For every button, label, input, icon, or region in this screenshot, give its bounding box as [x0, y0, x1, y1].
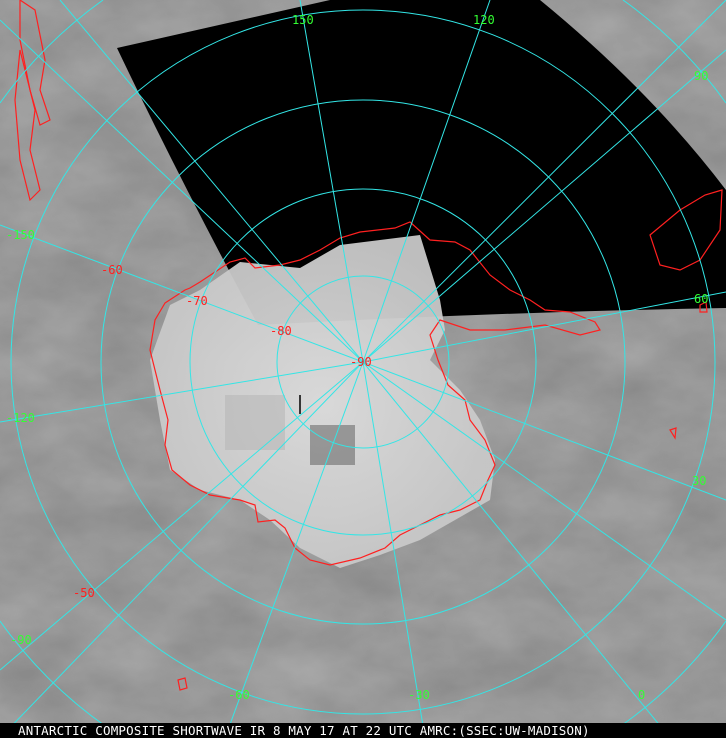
lat-label-80: -80	[270, 324, 292, 338]
ice-texture-patch	[225, 395, 285, 450]
lon-label-90: 90	[694, 69, 708, 83]
lat-label-60: -60	[101, 263, 123, 277]
antarctic-ice-sheet	[150, 235, 495, 568]
lon-label-0: 0	[638, 688, 645, 702]
lat-label-90: -90	[350, 355, 372, 369]
latitude-labels: -90 -80 -70 -60 -50	[73, 263, 372, 600]
longitude-labels: 150 120 90 60 30 0 -30 -60 -90 -120 -150	[6, 13, 708, 702]
lon-label-minus60: -60	[228, 688, 250, 702]
coastline	[14, 0, 723, 691]
lon-label-minus150: -150	[6, 228, 35, 242]
lat-label-50: -50	[73, 586, 95, 600]
lon-label-120: 120	[473, 13, 495, 27]
lon-label-60: 60	[694, 292, 708, 306]
lon-label-minus120: -120	[6, 411, 35, 425]
lon-label-150: 150	[292, 13, 314, 27]
latitude-circle-50	[10, 9, 716, 715]
image-caption: ANTARCTIC COMPOSITE SHORTWAVE IR 8 MAY 1…	[0, 723, 726, 738]
lat-label-70: -70	[186, 294, 208, 308]
lon-label-minus30: -30	[408, 688, 430, 702]
no-data-region	[117, 0, 726, 325]
latitude-circle-70	[189, 188, 537, 536]
lon-label-30: 30	[692, 474, 706, 488]
latitude-circle-60	[100, 99, 626, 625]
latitude-circle-80	[276, 275, 450, 449]
lon-label-minus90: -90	[10, 633, 32, 647]
